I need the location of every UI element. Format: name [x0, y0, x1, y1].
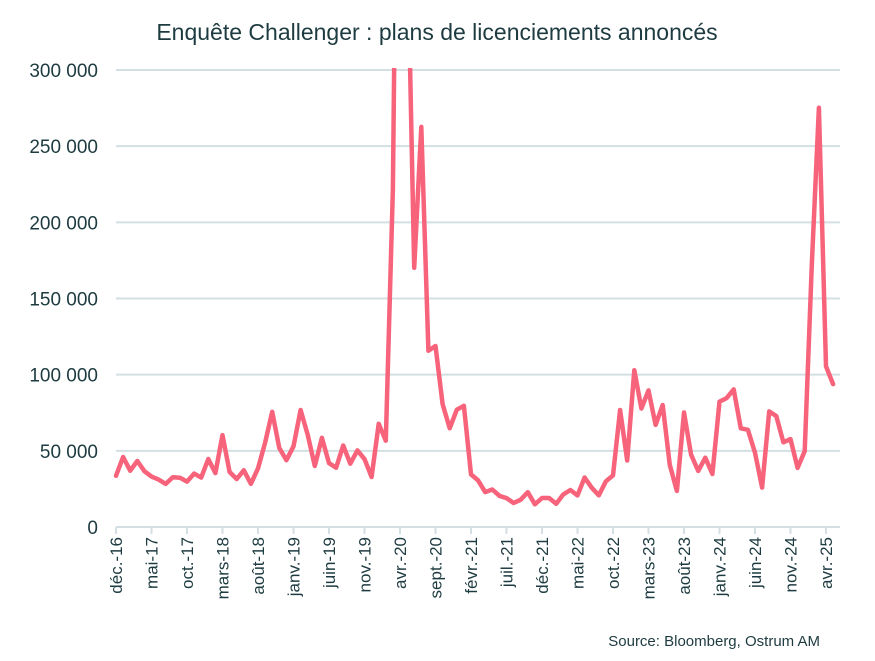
- x-tick-label: mai-17: [143, 537, 162, 589]
- x-tick-label: juil.-21: [498, 537, 517, 588]
- x-tick-label: déc.-21: [533, 537, 552, 594]
- x-tick-label: mars-23: [640, 537, 659, 599]
- x-axis: déc.-16 mai-17 oct.-17 mars-18 août-18 janv.-…: [107, 526, 840, 599]
- chart-title: Enquête Challenger : plans de licencieme…: [156, 19, 717, 45]
- gridlines: [116, 69, 840, 452]
- series-line: [113, 68, 836, 507]
- x-tick-label: juin-19: [320, 537, 339, 589]
- x-tick-label: oct.-22: [604, 537, 623, 589]
- x-tick-label: oct.-17: [178, 537, 197, 589]
- x-tick-label: avr.-25: [817, 537, 836, 589]
- x-tick-label: août-18: [249, 537, 268, 595]
- x-tick-label: déc.-16: [107, 537, 126, 594]
- y-tick-label: 0: [87, 518, 98, 539]
- y-tick-label: 150 000: [29, 290, 98, 311]
- y-tick-label: 100 000: [29, 366, 98, 387]
- y-tick-label: 300 000: [29, 61, 98, 82]
- x-tick-label: mai-22: [569, 537, 588, 589]
- x-tick-label: nov.-19: [356, 537, 375, 592]
- x-tick-label: janv.-24: [711, 537, 730, 597]
- y-tick-label: 250 000: [29, 137, 98, 158]
- x-tick-label: août-23: [675, 537, 694, 595]
- x-tick-label: avr.-20: [391, 537, 410, 589]
- y-axis: 0 50 000 100 000 150 000 200 000 250 000 300 0…: [29, 61, 98, 539]
- source-note: Source: Bloomberg, Ostrum AM: [608, 633, 820, 650]
- x-tick-label: sept.-20: [427, 537, 446, 598]
- x-tick-label: janv.-19: [285, 537, 304, 597]
- y-tick-label: 200 000: [29, 213, 98, 234]
- x-tick-label: mars-18: [214, 537, 233, 599]
- x-tick-label: févr.-21: [462, 537, 481, 594]
- x-tick-label: juin-24: [746, 537, 765, 589]
- x-tick-label: nov.-24: [782, 537, 801, 592]
- y-tick-label: 50 000: [40, 442, 98, 463]
